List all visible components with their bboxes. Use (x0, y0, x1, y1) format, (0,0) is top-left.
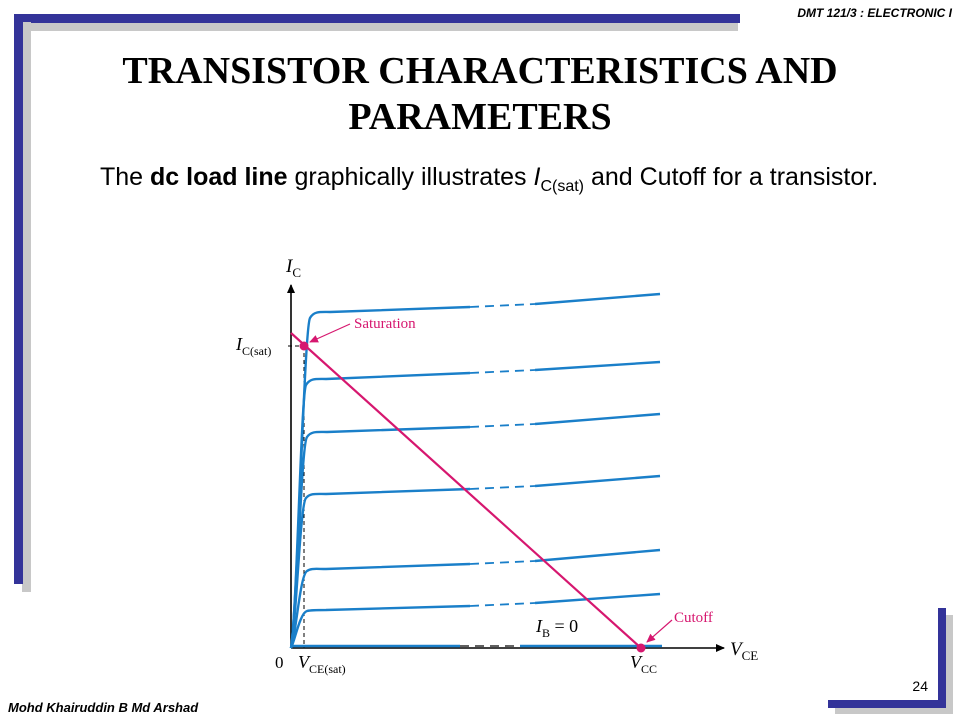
vce-sat-label: VCE(sat) (298, 652, 346, 676)
curve-4 (289, 487, 471, 649)
frame-left-shadow (22, 22, 31, 592)
origin-label: 0 (275, 653, 284, 672)
frame-bottom-shadow (835, 706, 953, 714)
ic-sat-label: IC(sat) (235, 334, 271, 358)
body-text-middle: graphically illustrates (287, 163, 534, 191)
frame-left-bar (14, 14, 23, 584)
saturation-label: Saturation (354, 316, 416, 332)
slide-body-text: The dc load line graphically illustrates… (100, 160, 890, 204)
saturation-point (299, 341, 309, 351)
curve-3 (289, 425, 471, 649)
footer-author: Mohd Khairuddin B Md Arshad (8, 700, 199, 715)
curve-6 (289, 604, 471, 649)
cutoff-label: Cutoff (674, 610, 713, 626)
frame-right-shadow (945, 615, 953, 714)
vcc-label: VCC (630, 652, 657, 676)
course-header: DMT 121/3 : ELECTRONIC I (797, 6, 952, 20)
characteristic-curves (289, 292, 662, 649)
y-axis-label: IC (285, 256, 301, 280)
body-text-start: The (100, 163, 151, 191)
curve-5 (289, 562, 471, 649)
cutoff-point (636, 643, 646, 653)
curve-2-extension (534, 360, 661, 372)
slide-title: TRANSISTOR CHARACTERISTICS AND PARAMETER… (122, 50, 838, 138)
curve-1-extension (534, 292, 661, 306)
curve-4-extension (534, 474, 661, 488)
curve-5-extension (534, 548, 661, 563)
curve-3-extension (534, 412, 661, 426)
x-axis-label: VCE (730, 639, 758, 663)
body-text-ic-sub: C(sat) (540, 178, 585, 195)
saturation-arrow (309, 323, 351, 343)
frame-right-bar (938, 608, 946, 708)
frame-top-bar (14, 14, 740, 23)
body-text-end: and Cutoff for a transistor. (584, 163, 879, 191)
ib-zero-label: IB = 0 (535, 616, 578, 640)
curve-6-extension (534, 592, 661, 605)
body-text-ic: I (533, 163, 541, 191)
curve-gap-dashes (460, 303, 536, 647)
cutoff-arrow (646, 619, 673, 643)
page-number: 24 (912, 678, 928, 694)
frame-top-shadow (22, 22, 738, 31)
body-text-bold: dc load line (150, 163, 288, 191)
dc-load-line (290, 332, 642, 649)
frame-bottom-bar (828, 700, 946, 708)
